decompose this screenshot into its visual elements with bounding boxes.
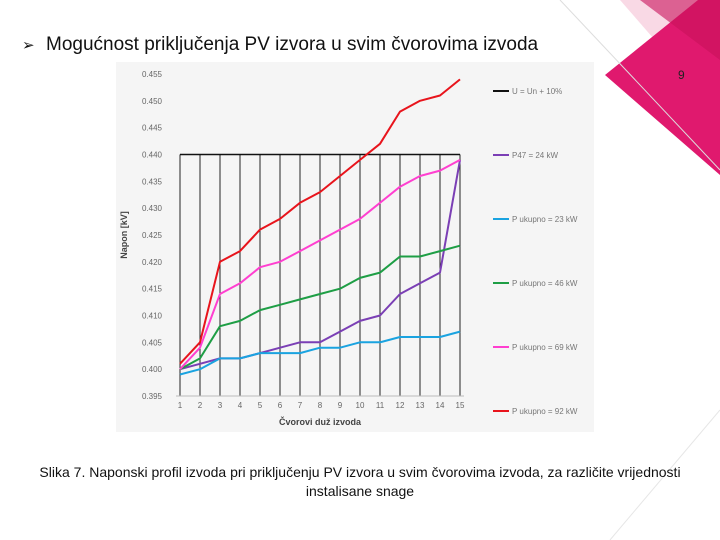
y-tick-label: 0.395 xyxy=(142,392,163,401)
x-tick-label: 1 xyxy=(178,401,183,410)
y-tick-label: 0.410 xyxy=(142,312,163,321)
series-line-3 xyxy=(179,244,461,371)
voltage-chart: 0.395 0.400 0.405 0.410 0.415 0.420 0.425 0.430… xyxy=(116,62,594,432)
x-tick-label: 15 xyxy=(456,401,465,410)
legend-label-0: U = Un + 10% xyxy=(512,87,562,96)
figure-caption: Slika 7. Naponski profil izvoda pri prik… xyxy=(39,464,681,499)
legend-label-5: P ukupno = 92 kW xyxy=(512,407,578,416)
x-tick-label: 5 xyxy=(258,401,263,410)
x-tick-label: 9 xyxy=(338,401,343,410)
y-tick-label: 0.455 xyxy=(142,70,163,79)
slide-title: ➢ Mogućnost priključenja PV izvora u svim… xyxy=(22,34,538,56)
legend-label-3: P ukupno = 46 kW xyxy=(512,279,578,288)
legend-label-1: P47 = 24 kW xyxy=(512,151,558,160)
x-tick-label: 11 xyxy=(376,401,385,410)
y-tick-label: 0.445 xyxy=(142,124,163,133)
y-tick-label: 0.415 xyxy=(142,285,163,294)
x-tick-label: 14 xyxy=(436,401,445,410)
voltage-chart-svg: 0.395 0.400 0.405 0.410 0.415 0.420 0.425 0.430… xyxy=(116,62,594,432)
y-tick-label: 0.425 xyxy=(142,231,163,240)
y-tick-label: 0.405 xyxy=(142,338,163,347)
x-tick-label: 3 xyxy=(218,401,223,410)
y-tick-label: 0.440 xyxy=(142,151,163,160)
y-tick-label: 0.435 xyxy=(142,177,163,186)
x-axis-title: Čvorovi duž izvoda xyxy=(279,416,362,427)
x-tick-label: 12 xyxy=(396,401,405,410)
page-number: 9 xyxy=(678,68,685,82)
legend-label-2: P ukupno = 23 kW xyxy=(512,215,578,224)
accent-shape xyxy=(605,0,720,175)
x-tick-label: 7 xyxy=(298,401,303,410)
legend-label-4: P ukupno = 69 kW xyxy=(512,343,578,352)
arrow-bullet-icon: ➢ xyxy=(22,37,35,54)
y-axis-title: Napon [kV] xyxy=(119,211,129,259)
y-tick-label: 0.420 xyxy=(142,258,163,267)
x-tick-label: 10 xyxy=(356,401,365,410)
x-tick-label: 6 xyxy=(278,401,283,410)
x-tick-label: 8 xyxy=(318,401,323,410)
series-line-2 xyxy=(179,330,461,376)
series-line-5 xyxy=(179,78,461,365)
y-tick-label: 0.430 xyxy=(142,204,163,213)
y-tick-label: 0.400 xyxy=(142,365,163,374)
x-tick-label: 13 xyxy=(416,401,425,410)
y-tick-label: 0.450 xyxy=(142,97,163,106)
x-tick-label: 4 xyxy=(238,401,243,410)
series-line-4 xyxy=(179,159,461,370)
slide-title-text: Mogućnost priključenja PV izvora u svim … xyxy=(46,34,539,55)
chart-background xyxy=(116,62,594,432)
x-tick-label: 2 xyxy=(198,401,203,410)
